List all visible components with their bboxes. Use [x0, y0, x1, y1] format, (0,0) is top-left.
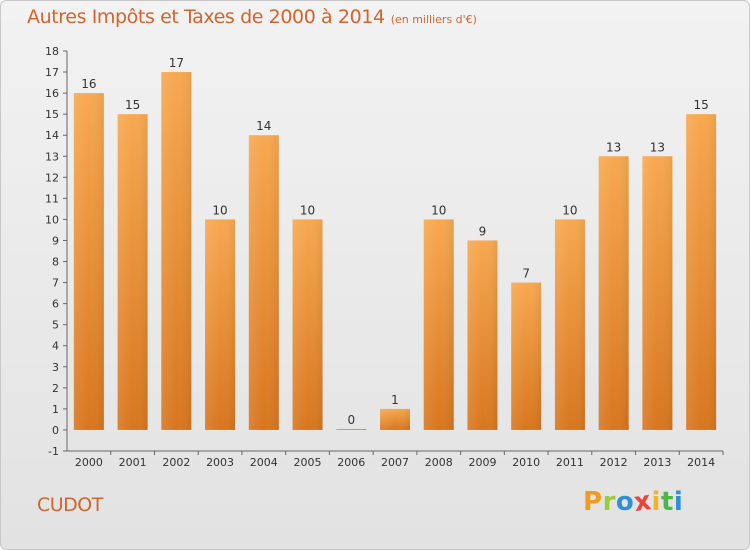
x-tick-label: 2004	[250, 456, 278, 469]
bar-value-label: 10	[300, 203, 315, 217]
bar-shade	[642, 156, 673, 430]
y-tick-label: 4	[52, 340, 59, 353]
bar-value-label: 0	[347, 413, 355, 427]
logo-letter: i	[651, 487, 661, 517]
bar-shade	[554, 219, 585, 430]
bar-value-label: 16	[81, 77, 96, 91]
logo-letter: i	[673, 487, 684, 517]
x-tick-label: 2007	[381, 456, 409, 469]
bar-shade	[292, 219, 323, 430]
bar-value-label: 7	[522, 267, 530, 281]
x-tick-label: 2010	[512, 456, 540, 469]
y-tick-label: 15	[45, 108, 59, 121]
bar-value-label: 10	[562, 203, 577, 217]
y-tick-label: 12	[45, 171, 59, 184]
y-tick-label: 9	[52, 234, 59, 247]
y-tick-label: 16	[45, 87, 59, 100]
y-tick-label: 7	[52, 277, 59, 290]
chart-title-text: Autres Impôts et Taxes de 2000 à 2014	[27, 6, 385, 28]
logo-letter: x	[632, 485, 654, 519]
bar-shade	[598, 156, 629, 430]
x-tick-label: 2012	[600, 456, 628, 469]
x-tick-label: 2003	[206, 456, 234, 469]
x-tick-label: 2008	[425, 456, 453, 469]
x-tick-label: 2005	[294, 456, 322, 469]
y-tick-label: 17	[45, 66, 59, 79]
bar-shade	[161, 72, 192, 430]
y-tick-label: 3	[52, 361, 59, 374]
y-tick-label: 8	[52, 256, 59, 269]
bar-value-label: 13	[606, 140, 621, 154]
y-tick-label: 2	[52, 382, 59, 395]
bar-value-label: 1	[391, 393, 399, 407]
bar-value-label: 15	[125, 98, 140, 112]
bar-shade	[423, 219, 454, 430]
y-tick-label: 18	[45, 45, 59, 58]
y-tick-label: 14	[45, 129, 59, 142]
bar-shade	[73, 93, 104, 430]
x-tick-label: 2014	[687, 456, 715, 469]
y-tick-label: -1	[48, 445, 59, 458]
place-name: CUDOT	[37, 494, 103, 516]
logo-letter: r	[602, 487, 616, 517]
x-tick-label: 2013	[643, 456, 671, 469]
y-tick-label: 5	[52, 319, 59, 332]
x-tick-label: 2011	[556, 456, 584, 469]
proxiti-logo: Proxiti	[583, 485, 684, 519]
x-tick-label: 2000	[75, 456, 103, 469]
bar-value-label: 10	[212, 203, 227, 217]
y-tick-label: 13	[45, 150, 59, 163]
y-tick-label: 1	[52, 403, 59, 416]
x-tick-label: 2006	[337, 456, 365, 469]
bar-value-label: 14	[256, 119, 271, 133]
value-labels: 16 15 17 10 14 10 0 1 10 9 7 10 13 13 15	[81, 56, 709, 427]
x-tick-label: 2002	[162, 456, 190, 469]
x-tick-label: 2009	[468, 456, 496, 469]
chart-title: Autres Impôts et Taxes de 2000 à 2014 (en…	[27, 6, 477, 28]
bar-shade	[205, 219, 236, 430]
bar-value-label: 15	[693, 98, 708, 112]
y-tick-label: 11	[45, 192, 59, 205]
y-tick-label: 6	[52, 298, 59, 311]
logo-letter: t	[660, 487, 674, 517]
bar-shade	[467, 240, 498, 430]
bar-value-label: 17	[169, 56, 184, 70]
chart-subtitle: (en milliers d'€)	[390, 13, 477, 26]
bar-value-label: 13	[650, 140, 665, 154]
bars	[73, 72, 717, 430]
y-tick-label: 10	[45, 213, 59, 226]
bar-shade	[117, 114, 148, 430]
bar-shade	[686, 114, 717, 430]
logo-letter: P	[583, 487, 603, 517]
bar-value-label: 10	[431, 203, 446, 217]
y-tick-label: 0	[52, 424, 59, 437]
x-tick-label: 2001	[119, 456, 147, 469]
bar-value-label: 9	[479, 224, 487, 238]
bar-shade	[336, 428, 367, 430]
bar-shade	[380, 408, 410, 430]
bar-shade	[248, 135, 279, 430]
logo-letter: o	[615, 487, 635, 517]
bar-shade	[511, 282, 542, 430]
